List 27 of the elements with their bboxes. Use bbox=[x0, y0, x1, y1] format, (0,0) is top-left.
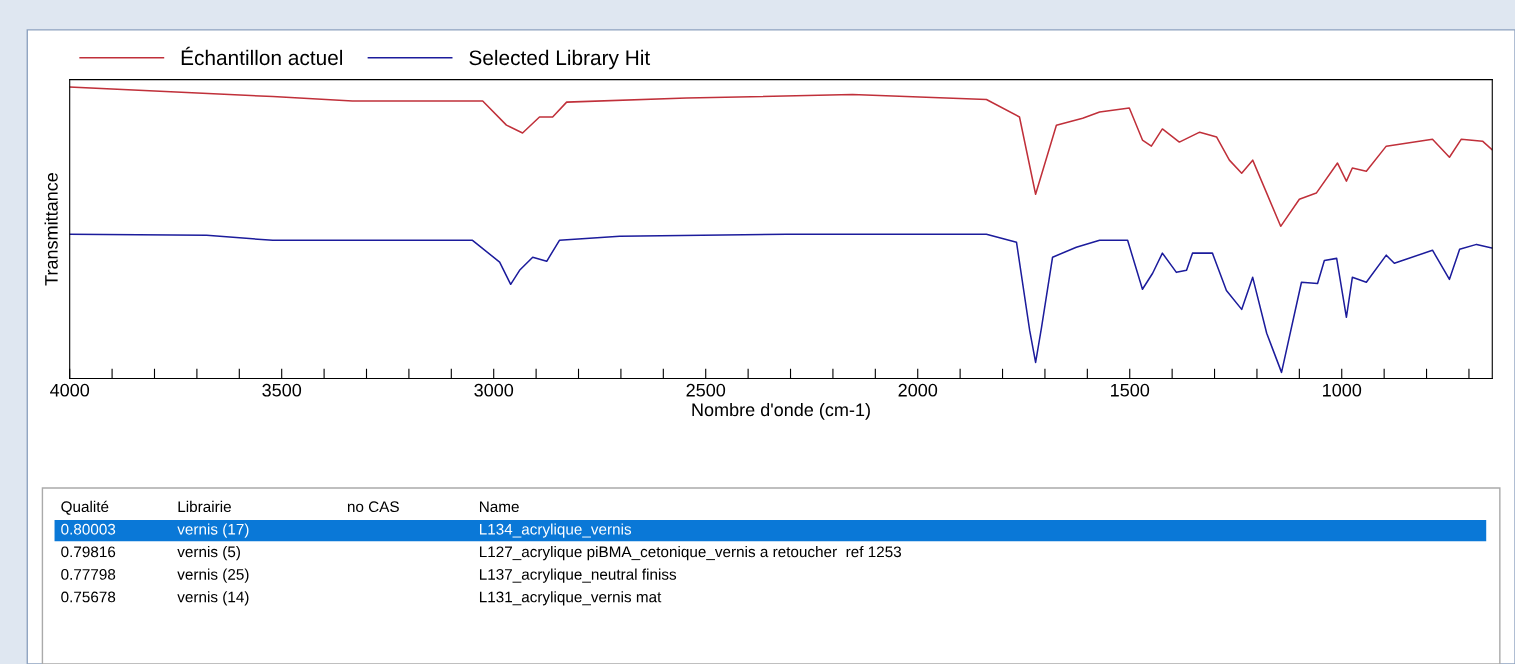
text: vernis (25) bbox=[177, 568, 249, 583]
text: vernis (17) bbox=[177, 523, 249, 538]
x-tick-label: 1000 bbox=[1323, 383, 1362, 397]
x-tick-label: 3000 bbox=[474, 383, 514, 397]
text: vernis (5) bbox=[177, 545, 240, 561]
text: no CAS bbox=[347, 501, 399, 513]
x-tick-label: 2500 bbox=[686, 383, 726, 397]
text: 0.80003 bbox=[61, 523, 116, 535]
text: L137_acrylique_neutral finiss bbox=[479, 568, 677, 583]
x-axis-title: Nombre d'onde (cm-1) bbox=[692, 402, 870, 420]
x-tick-label: 3500 bbox=[262, 383, 302, 397]
x-tick-label: 4000 bbox=[50, 383, 90, 397]
text: Librairie bbox=[178, 500, 231, 513]
legend-label: Selected Library Hit bbox=[469, 49, 651, 70]
text: Qualité bbox=[61, 500, 109, 515]
text: Name bbox=[479, 501, 519, 513]
text: 0.77798 bbox=[61, 568, 116, 580]
x-tick-label: 2000 bbox=[898, 383, 938, 397]
y-axis-title: Transmittance bbox=[44, 173, 58, 286]
legend-label: Échantillon actuel bbox=[181, 46, 343, 66]
text: L134_acrylique_vernis bbox=[479, 523, 632, 538]
text: 0.75678 bbox=[61, 591, 116, 603]
text: L131_acrylique_vernis mat bbox=[479, 591, 662, 606]
text: 0.79816 bbox=[61, 546, 116, 558]
x-tick-label: 1500 bbox=[1111, 383, 1150, 397]
text: L127_acrylique piBMA_cetonique_vernis a retoucher ref 1253 bbox=[479, 545, 902, 561]
text: vernis (14) bbox=[177, 591, 249, 606]
